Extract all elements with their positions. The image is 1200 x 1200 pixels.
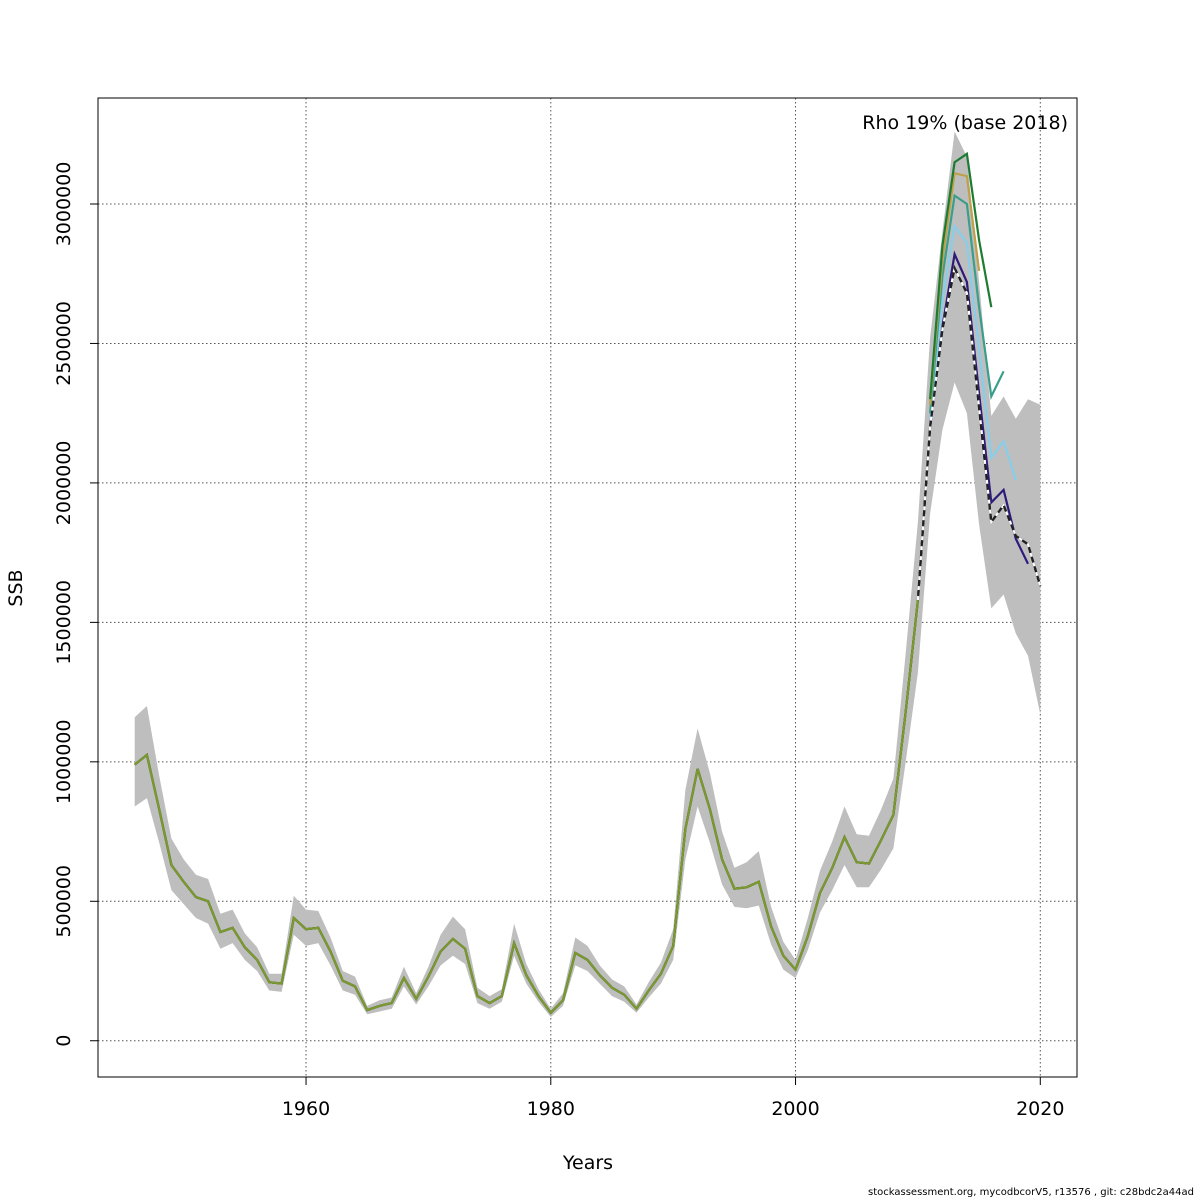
- y-tick-label: 500000: [53, 865, 75, 938]
- axes: 1960 1980 2000 2020 0 500000 1000000 1500000 200…: [53, 162, 1064, 1120]
- grid-lines: [98, 98, 1077, 1077]
- footer-credit: stockassessment.org, mycodbcorV5, r13576…: [868, 1187, 1194, 1198]
- plot-frame: [97, 97, 1078, 1078]
- series-line-peel-2016: [929, 223, 1017, 481]
- y-axis-label: SSB: [5, 569, 27, 606]
- y-tick-label: 1500000: [53, 580, 75, 665]
- y-tick-label: 3000000: [53, 162, 75, 247]
- y-tick-label: 2500000: [53, 301, 75, 386]
- confidence-band: [134, 131, 1041, 1017]
- annotation-rho: Rho 19% (base 2018): [862, 112, 1068, 134]
- x-tick-label: 2020: [1016, 1098, 1064, 1120]
- x-axis-label: Years: [562, 1152, 613, 1174]
- x-tick-label: 1960: [282, 1098, 330, 1120]
- y-tick-label: 0: [53, 1035, 75, 1047]
- x-tick-label: 2000: [771, 1098, 819, 1120]
- series-line-peel-2013: [929, 151, 993, 400]
- ci-band: [134, 131, 1041, 1017]
- series-line-history: [134, 599, 919, 1015]
- series-lines: [134, 151, 1042, 1015]
- series-line-peel-2017: [929, 250, 1029, 565]
- series-line-base-dashed: [916, 264, 1042, 601]
- series-line-peel-2015: [929, 193, 1005, 414]
- x-tick-label: 1980: [527, 1098, 575, 1120]
- y-tick-label: 1000000: [53, 720, 75, 805]
- series-line-base-dashed-bg: [916, 264, 1042, 601]
- y-tick-label: 2000000: [53, 441, 75, 526]
